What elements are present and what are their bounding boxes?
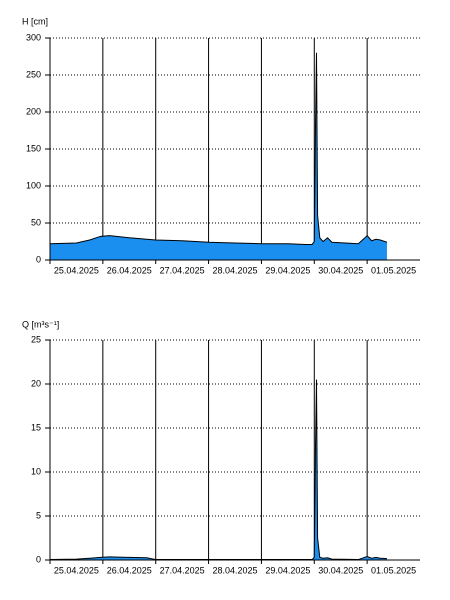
- line: [49, 379, 387, 561]
- y-axis-label: H [cm]: [22, 16, 48, 26]
- x-tick-label: 27.04.2025: [160, 265, 205, 275]
- x-tick-label: 29.04.2025: [265, 265, 310, 275]
- x-tick-label: 25.04.2025: [54, 565, 99, 575]
- y-tick-label: 15: [31, 422, 41, 432]
- line: [49, 52, 388, 245]
- y-tick-label: 0: [36, 554, 41, 564]
- y-tick-label: 300: [26, 32, 41, 42]
- y-tick-label: 150: [26, 143, 41, 153]
- x-tick-label: 28.04.2025: [212, 565, 257, 575]
- area: [50, 379, 387, 560]
- y-tick-label: 0: [36, 254, 41, 264]
- x-tick-label: 29.04.2025: [265, 565, 310, 575]
- y-tick-label: 250: [26, 69, 41, 79]
- x-tick-label: 28.04.2025: [212, 265, 257, 275]
- x-tick-label: 01.05.2025: [371, 265, 416, 275]
- x-tick-label: 26.04.2025: [107, 565, 152, 575]
- y-tick-label: 20: [31, 378, 41, 388]
- area: [50, 52, 387, 260]
- y-tick-label: 200: [26, 106, 41, 116]
- x-tick-label: 27.04.2025: [160, 565, 205, 575]
- x-tick-label: 30.04.2025: [318, 265, 363, 275]
- y-tick-label: 10: [31, 466, 41, 476]
- y-tick-label: 50: [31, 217, 41, 227]
- y-axis-label: Q [m³s⁻¹]: [22, 319, 59, 329]
- y-tick-label: 100: [26, 180, 41, 190]
- y-tick-label: 25: [31, 334, 41, 344]
- y-tick-label: 5: [36, 510, 41, 520]
- x-tick-label: 30.04.2025: [318, 565, 363, 575]
- x-tick-label: 26.04.2025: [107, 265, 152, 275]
- x-tick-label: 01.05.2025: [371, 565, 416, 575]
- x-tick-label: 25.04.2025: [54, 265, 99, 275]
